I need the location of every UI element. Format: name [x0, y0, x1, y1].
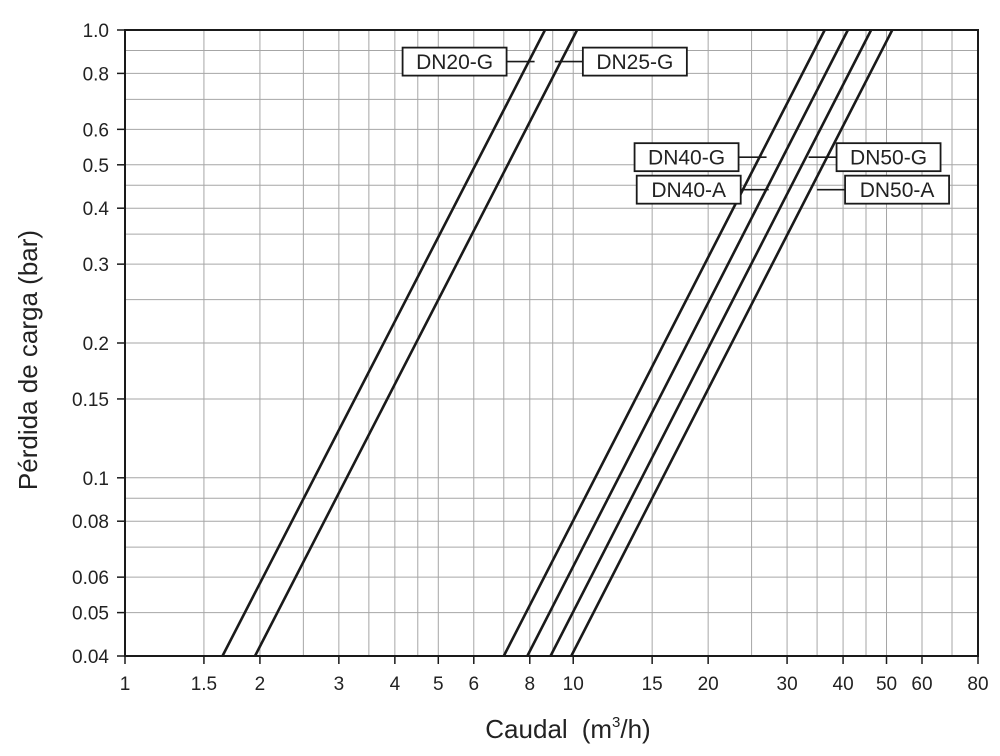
series-line-dn50-g	[549, 29, 873, 657]
legend-item-dn50-g: DN50-G	[808, 142, 942, 173]
x-tick-label-1-5: 1.5	[191, 674, 217, 695]
x-tick-label-6: 6	[468, 674, 479, 695]
series-line-dn40-g	[502, 29, 826, 657]
legend-label-dn25-g: DN25-G	[596, 51, 673, 74]
y-tick-label-0-05: 0.05	[72, 604, 109, 625]
y-tick-label-1-0: 1.0	[83, 21, 109, 42]
gridlines	[124, 29, 979, 657]
legend-box-dn25-g	[581, 46, 688, 77]
legend-box-dn40-g	[633, 142, 740, 173]
series-line-dn25-g	[253, 29, 579, 657]
series-line-dn50-a	[570, 29, 894, 657]
x-tick-label-3: 3	[334, 674, 345, 695]
x-tick-labels: 1 1.5 2 3 4 5 6 8 10 15 20 30 40 50 60 80	[120, 656, 989, 695]
legend: DN20-G DN25-G DN40-G DN40-A DN50-G DN50-A	[401, 46, 950, 205]
x-tick-label-50: 50	[876, 674, 897, 695]
x-tick-label-2: 2	[255, 674, 266, 695]
x-axis-title: Caudal (m3/h)	[485, 714, 650, 744]
x-axis-title-unit-sup: 3	[612, 714, 620, 731]
x-tick-label-1: 1	[120, 674, 131, 695]
y-axis-title: Pérdida de carga (bar)	[13, 230, 43, 490]
series-line-dn20-g	[221, 29, 547, 657]
y-tick-label-0-08: 0.08	[72, 512, 109, 533]
y-tick-label-0-1: 0.1	[83, 469, 109, 490]
x-tick-label-30: 30	[777, 674, 798, 695]
x-axis-title-unit-pre: (m	[582, 714, 612, 744]
y-tick-label-0-4: 0.4	[83, 199, 110, 220]
legend-item-dn40-g: DN40-G	[633, 142, 767, 173]
x-tick-label-60: 60	[911, 674, 932, 695]
x-tick-label-20: 20	[698, 674, 719, 695]
legend-label-dn50-g: DN50-G	[850, 147, 927, 170]
x-tick-label-15: 15	[642, 674, 663, 695]
y-tick-label-0-2: 0.2	[83, 334, 109, 355]
x-axis-title-main: Caudal	[485, 714, 567, 744]
legend-item-dn50-a: DN50-A	[817, 174, 950, 205]
legend-box-dn40-a	[635, 174, 742, 205]
legend-label-dn20-g: DN20-G	[416, 51, 493, 74]
x-tick-label-4: 4	[390, 674, 401, 695]
y-tick-label-0-04: 0.04	[72, 647, 109, 668]
legend-item-dn20-g: DN20-G	[401, 46, 535, 77]
y-tick-label-0-15: 0.15	[72, 390, 109, 411]
legend-box-dn20-g	[401, 46, 508, 77]
legend-label-dn40-a: DN40-A	[651, 179, 726, 202]
x-tick-label-5: 5	[433, 674, 444, 695]
legend-label-dn50-a: DN50-A	[860, 179, 935, 202]
x-tick-label-10: 10	[563, 674, 584, 695]
series-line-dn40-a	[526, 29, 850, 657]
x-tick-label-40: 40	[833, 674, 854, 695]
legend-box-dn50-a	[844, 174, 950, 205]
x-axis-title-unit-post: /h)	[620, 714, 650, 744]
legend-label-dn40-g: DN40-G	[648, 147, 725, 170]
legend-item-dn25-g: DN25-G	[554, 46, 688, 77]
y-tick-label-0-3: 0.3	[83, 255, 109, 276]
legend-item-dn40-a: DN40-A	[635, 174, 769, 205]
y-tick-label-0-8: 0.8	[83, 64, 109, 85]
y-tick-label-0-6: 0.6	[83, 120, 109, 141]
legend-box-dn50-g	[835, 142, 942, 173]
y-tick-label-0-5: 0.5	[83, 156, 109, 177]
x-tick-label-80: 80	[967, 674, 988, 695]
y-tick-label-0-06: 0.06	[72, 568, 109, 589]
series-lines	[221, 29, 894, 657]
x-tick-label-8: 8	[524, 674, 535, 695]
y-tick-labels: 0.04 0.05 0.06 0.08 0.1 0.15 0.2 0.3 0.4 0.5 0.6 0.…	[72, 21, 125, 668]
